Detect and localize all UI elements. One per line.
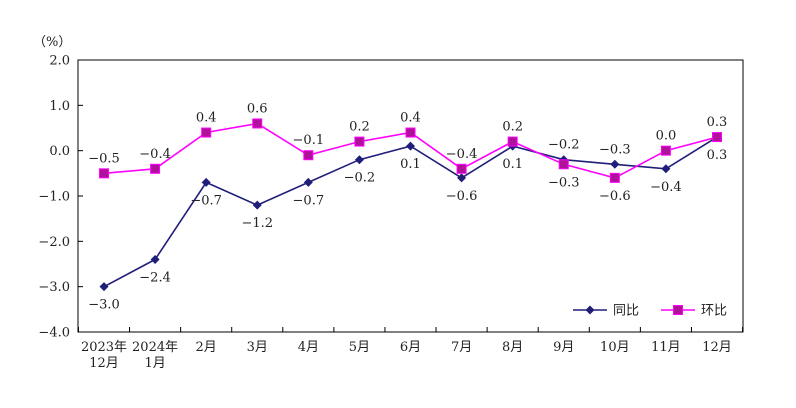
data-point-marker xyxy=(457,173,467,183)
y-tick-label: −1.0 xyxy=(38,190,70,205)
data-point-marker xyxy=(456,163,467,174)
data-label: −1.2 xyxy=(241,216,273,231)
data-label: −0.6 xyxy=(599,189,631,204)
data-point-marker xyxy=(405,127,416,138)
data-label: 0.1 xyxy=(400,157,421,172)
data-point-marker xyxy=(150,163,161,174)
data-point-marker xyxy=(99,168,109,179)
x-tick-label: 8月 xyxy=(502,340,523,355)
y-tick-label: 0.0 xyxy=(49,144,70,159)
data-point-marker xyxy=(660,145,671,156)
data-label: −0.2 xyxy=(344,171,376,186)
y-tick-label: 2.0 xyxy=(49,54,70,69)
data-point-marker xyxy=(252,200,262,210)
data-point-marker xyxy=(354,136,365,147)
legend-marker xyxy=(673,305,683,315)
data-label: −0.2 xyxy=(548,138,580,153)
data-point-marker xyxy=(712,132,722,143)
x-tick-label: 12月 xyxy=(702,340,732,355)
data-point-marker xyxy=(252,118,263,129)
data-point-marker xyxy=(610,159,620,169)
data-label: −0.5 xyxy=(88,151,120,166)
series-lines xyxy=(99,118,722,292)
data-label: −3.0 xyxy=(88,298,120,313)
data-label: 0.4 xyxy=(400,111,421,126)
data-label: 0.4 xyxy=(196,111,217,126)
data-label: −0.1 xyxy=(293,133,325,148)
data-point-marker xyxy=(99,282,109,292)
data-label: −2.4 xyxy=(139,270,171,285)
data-label: −0.6 xyxy=(446,189,478,204)
data-label: −0.7 xyxy=(293,193,325,208)
x-tick-label: 5月 xyxy=(349,340,370,355)
data-point-marker xyxy=(507,136,518,147)
data-label: 0.1 xyxy=(502,157,523,172)
x-tick-label: 4月 xyxy=(298,340,319,355)
y-tick-label: −2.0 xyxy=(38,235,70,250)
data-label: −0.4 xyxy=(139,147,171,162)
data-label: 0.6 xyxy=(247,101,268,116)
legend: 同比 环比 xyxy=(573,304,727,319)
y-tick-label: 1.0 xyxy=(49,99,70,114)
data-label: 0.3 xyxy=(707,115,728,130)
data-point-marker xyxy=(303,177,313,187)
x-tick-label: 10月 xyxy=(600,340,630,355)
data-label: −0.3 xyxy=(548,175,580,190)
data-point-marker xyxy=(303,150,314,161)
x-tick-label: 3月 xyxy=(247,340,268,355)
data-point-marker xyxy=(201,127,212,138)
data-label: −0.4 xyxy=(446,147,478,162)
data-point-marker xyxy=(150,254,160,264)
plot-area-frame xyxy=(77,59,744,333)
data-point-marker xyxy=(201,177,211,187)
data-point-marker xyxy=(406,141,415,151)
data-point-marker xyxy=(609,172,620,183)
x-tick-label: 7月 xyxy=(451,340,472,355)
legend-label: 同比 xyxy=(613,304,639,319)
x-tick-label: 2023年 xyxy=(81,340,127,355)
series-data-labels: −3.0 −2.4 −0.7 −1.2 −0.7 −0.2 0.1 −0.6 0.1 −0.2 −0… xyxy=(88,101,727,312)
legend-label: 环比 xyxy=(701,304,727,319)
x-tick-label: 12月 xyxy=(89,356,119,371)
x-tick-label: 11月 xyxy=(651,340,681,355)
legend-marker xyxy=(585,305,595,315)
data-point-marker xyxy=(558,159,569,170)
data-label: 0.0 xyxy=(656,129,677,144)
x-tick-label: 9月 xyxy=(553,340,574,355)
data-point-marker xyxy=(661,164,671,174)
y-tick-label: −4.0 xyxy=(38,326,70,341)
y-tick-label: −3.0 xyxy=(38,280,70,295)
data-label: −0.7 xyxy=(190,193,222,208)
x-tick-label: 6月 xyxy=(400,340,421,355)
y-axis-ticks: 2.0 1.0 0.0 −1.0 −2.0 −3.0 −4.0 xyxy=(38,54,83,341)
y-axis-unit-label: （%） xyxy=(33,35,71,50)
data-label: 0.3 xyxy=(707,148,728,163)
data-label: −0.4 xyxy=(650,180,682,195)
x-tick-label: 2024年 xyxy=(132,340,178,355)
data-label: −0.3 xyxy=(599,142,631,157)
data-label: 0.2 xyxy=(349,120,370,135)
data-label: 0.2 xyxy=(502,120,523,135)
x-tick-label: 1月 xyxy=(144,356,165,371)
x-tick-label: 2月 xyxy=(196,340,217,355)
data-point-marker xyxy=(354,155,364,165)
